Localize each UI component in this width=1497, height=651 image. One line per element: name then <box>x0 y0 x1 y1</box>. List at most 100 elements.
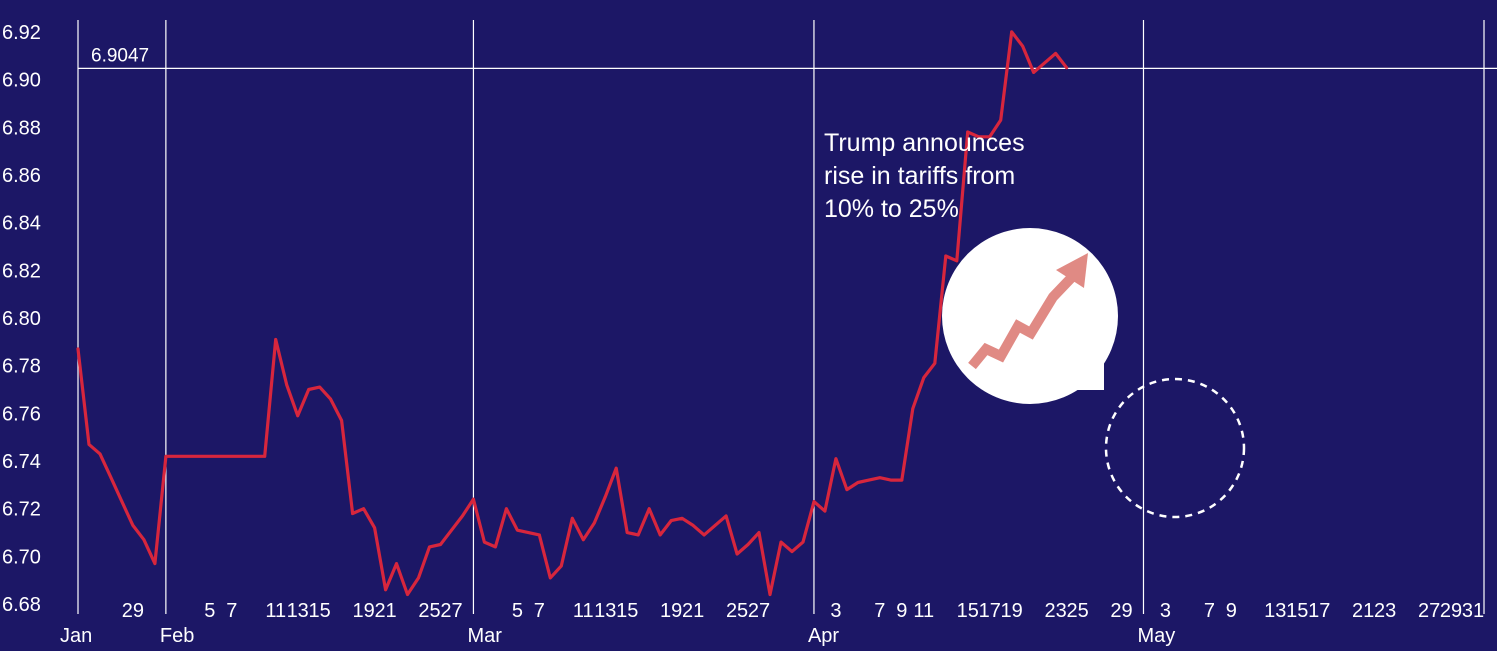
data-point <box>625 531 629 534</box>
x-day-tick-label: 27 <box>440 600 462 622</box>
data-point <box>428 545 431 549</box>
data-point <box>76 347 80 351</box>
data-point <box>812 500 816 503</box>
y-tick-label: 6.90 <box>2 70 41 92</box>
data-point <box>724 514 728 518</box>
data-point <box>263 454 267 458</box>
x-day-tick-label: 17 <box>1308 600 1330 622</box>
data-point <box>362 507 365 511</box>
reference-line-group: 6.9047 <box>78 45 1497 69</box>
data-point <box>87 442 91 446</box>
data-point <box>373 526 376 530</box>
data-point <box>735 552 739 556</box>
x-day-tick-label: 15 <box>616 600 638 622</box>
data-point <box>439 543 442 546</box>
x-day-tick-label: 15 <box>957 600 979 622</box>
month-gridlines <box>77 20 1485 614</box>
y-tick-label: 6.80 <box>2 308 41 330</box>
x-day-tick-label: 9 <box>896 600 907 622</box>
annotation-line-1: Trump announces <box>824 129 1025 157</box>
x-day-tick-label: 5 <box>512 600 523 622</box>
data-point <box>922 376 926 379</box>
x-day-tick-label: 29 <box>1440 600 1462 622</box>
data-point <box>867 478 871 482</box>
data-point <box>504 507 508 511</box>
y-tick-label: 6.72 <box>2 499 41 521</box>
data-point <box>966 130 970 134</box>
data-point <box>680 516 684 520</box>
x-day-tick-label: 25 <box>1066 600 1088 622</box>
data-point <box>878 476 882 480</box>
data-point <box>944 254 948 258</box>
x-day-tick-label: 23 <box>1044 600 1066 622</box>
data-point <box>109 476 113 480</box>
data-point <box>1065 66 1068 70</box>
data-point <box>900 478 904 482</box>
x-day-tick-label: 19 <box>352 600 374 622</box>
data-point <box>614 466 618 470</box>
x-day-tick-label: 17 <box>979 600 1001 622</box>
data-point <box>515 528 519 532</box>
trend-arrow-icon <box>968 271 1078 370</box>
data-point <box>450 528 453 532</box>
x-day-tick-label: 13 <box>287 600 309 622</box>
data-point <box>153 562 157 565</box>
x-day-tick-label: 7 <box>226 600 237 622</box>
x-day-tick-label: 3 <box>1160 600 1171 622</box>
data-point <box>307 388 311 391</box>
data-point <box>669 519 673 523</box>
data-point <box>340 419 344 422</box>
annotation-line-2: rise in tariffs from <box>824 162 1015 190</box>
data-point <box>537 533 541 537</box>
speech-bubble-icon <box>942 228 1118 404</box>
data-point <box>318 385 322 389</box>
data-point <box>955 259 959 263</box>
x-day-tick-label: 23 <box>1374 600 1396 622</box>
data-point <box>351 512 355 515</box>
x-day-tick-label: 15 <box>1286 600 1308 622</box>
annotation-line-3: 10% to 25% <box>824 195 959 223</box>
x-day-tick-label: 7 <box>874 600 885 622</box>
x-day-tick-label: 27 <box>748 600 770 622</box>
data-point <box>581 538 585 542</box>
data-point <box>911 407 915 410</box>
data-point <box>801 540 805 544</box>
y-tick-label: 6.70 <box>2 546 41 568</box>
data-point <box>406 593 409 596</box>
data-point <box>603 495 607 499</box>
data-point <box>977 135 981 139</box>
data-point <box>395 562 398 565</box>
data-point <box>988 135 992 139</box>
x-day-tick-label: 11 <box>265 600 286 622</box>
data-point <box>296 414 300 418</box>
data-point <box>757 531 761 534</box>
data-point <box>1054 51 1058 55</box>
x-month-label: Feb <box>160 625 194 647</box>
data-point <box>559 564 563 568</box>
y-tick-label: 6.74 <box>2 451 41 473</box>
x-day-tick-label: 21 <box>682 600 704 622</box>
x-day-tick-label: 13 <box>1264 600 1286 622</box>
y-axis: 6.92 6.90 6.88 6.86 6.84 6.82 6.80 6.78 6.76 6.74… <box>2 22 41 616</box>
x-month-label: Apr <box>808 625 839 647</box>
data-point <box>746 543 750 546</box>
x-day-tick-label: 13 <box>594 600 616 622</box>
data-point <box>483 540 486 544</box>
data-point <box>856 481 860 484</box>
data-point <box>570 516 574 520</box>
y-tick-label: 6.92 <box>2 22 41 44</box>
x-day-tick-label: 29 <box>1110 600 1132 622</box>
data-point <box>164 454 168 458</box>
data-point <box>285 383 289 387</box>
data-point <box>999 118 1003 122</box>
x-day-tick-label: 5 <box>204 600 215 622</box>
data-point <box>417 576 420 580</box>
x-day-tick-label: 19 <box>660 600 682 622</box>
x-axis: 29 5 7 11 13 15 19 21 25 27 5 7 11 13 15 19 21 25 27 3 7 9 11 1… <box>60 600 1484 647</box>
x-day-tick-label: 11 <box>573 600 594 622</box>
reference-line-label: 6.9047 <box>91 45 149 66</box>
data-point <box>494 545 497 549</box>
data-point <box>472 497 475 501</box>
data-point <box>713 524 717 527</box>
